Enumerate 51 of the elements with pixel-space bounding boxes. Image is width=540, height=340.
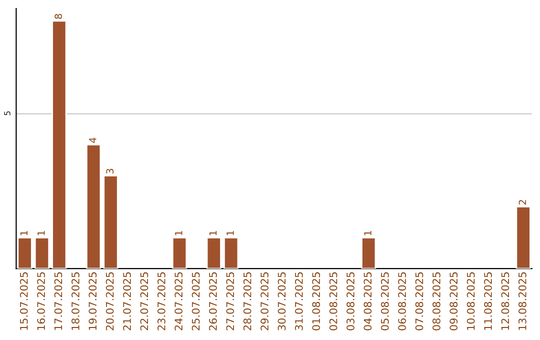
x-tick-label: 13.08.2025 bbox=[518, 272, 526, 330]
x-tick-label: 05.08.2025 bbox=[380, 272, 389, 330]
x-tick-label: 07.08.2025 bbox=[415, 272, 424, 330]
bar bbox=[103, 175, 118, 269]
y-tick-label: 5 bbox=[4, 111, 10, 116]
x-tick-label: 12.08.2025 bbox=[501, 272, 510, 330]
x-tick-label: 24.07.2025 bbox=[174, 272, 183, 330]
x-tick-label: 23.07.2025 bbox=[157, 272, 166, 330]
x-tick-label: 16.07.2025 bbox=[37, 272, 46, 330]
bar bbox=[224, 236, 239, 269]
x-tick-label: 19.07.2025 bbox=[88, 272, 97, 330]
bar bbox=[34, 236, 50, 269]
x-tick-label: 10.08.2025 bbox=[466, 272, 475, 330]
x-tick-label: 31.07.2025 bbox=[294, 272, 303, 330]
x-tick-label: 11.08.2025 bbox=[484, 272, 492, 330]
bar bbox=[86, 144, 102, 269]
x-tick-label: 30.07.2025 bbox=[278, 272, 286, 330]
x-tick-label: 18.07.2025 bbox=[72, 272, 80, 330]
data-label: 8 bbox=[54, 14, 62, 19]
data-label: 2 bbox=[518, 200, 526, 205]
x-tick-label: 25.07.2025 bbox=[192, 272, 200, 330]
x-tick-label: 17.07.2025 bbox=[54, 272, 62, 330]
data-label: 1 bbox=[175, 230, 182, 236]
x-tick-label: 21.07.2025 bbox=[123, 272, 131, 330]
x-tick-label: 29.07.2025 bbox=[260, 272, 268, 330]
bar bbox=[361, 236, 376, 269]
x-tick-label: 02.08.2025 bbox=[329, 272, 338, 330]
data-label: 1 bbox=[364, 230, 372, 236]
x-tick-label: 04.08.2025 bbox=[364, 272, 372, 330]
data-label: 1 bbox=[20, 230, 28, 236]
bar bbox=[172, 236, 188, 269]
x-tick-label: 06.08.2025 bbox=[398, 272, 406, 330]
x-tick-label: 27.07.2025 bbox=[226, 272, 234, 330]
data-label: 1 bbox=[226, 230, 234, 236]
x-tick-label: 09.08.2025 bbox=[450, 272, 458, 330]
bar bbox=[52, 20, 67, 269]
x-tick-label: 28.07.2025 bbox=[243, 272, 252, 330]
x-tick-label: 22.07.2025 bbox=[140, 272, 148, 330]
x-tick-label: 08.08.2025 bbox=[432, 272, 440, 330]
x-tick-label: 20.07.2025 bbox=[106, 272, 114, 330]
x-tick-label: 15.07.2025 bbox=[20, 272, 28, 330]
data-label: 4 bbox=[89, 138, 96, 143]
bar bbox=[516, 206, 531, 269]
data-label: 1 bbox=[38, 230, 45, 236]
x-tick-label: 03.08.2025 bbox=[346, 272, 354, 330]
bar bbox=[206, 236, 222, 269]
x-tick-label: 01.08.2025 bbox=[312, 272, 320, 330]
x-tick-label: 26.07.2025 bbox=[209, 272, 217, 330]
data-label: 1 bbox=[209, 230, 217, 236]
data-label: 3 bbox=[106, 168, 114, 174]
bar bbox=[17, 236, 32, 269]
